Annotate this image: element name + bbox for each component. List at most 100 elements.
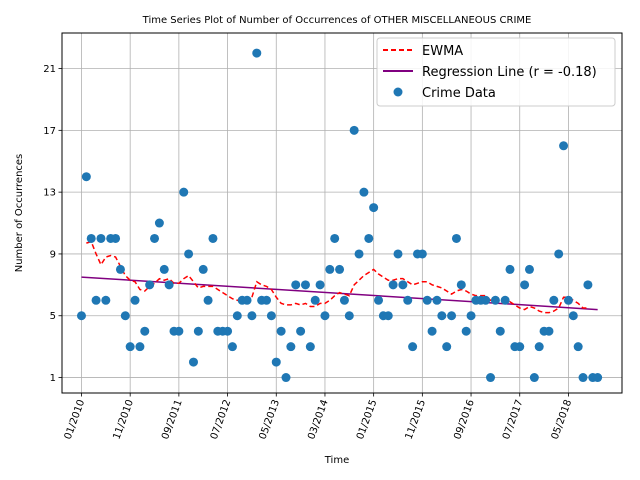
data-point [252,48,262,58]
data-point [505,264,515,274]
data-point [188,357,198,367]
data-point [203,295,213,305]
data-point [422,295,432,305]
data-point [486,373,496,383]
data-point [349,125,359,135]
data-point [281,373,291,383]
data-point [408,342,418,352]
data-point [325,264,335,274]
data-point [174,326,184,336]
data-point [563,295,573,305]
data-point [359,187,369,197]
data-point [573,342,583,352]
data-point [135,342,145,352]
data-point [179,187,189,197]
data-point [534,342,544,352]
data-point [86,233,96,243]
data-point [549,295,559,305]
data-point [130,295,140,305]
data-point [125,342,135,352]
data-point [388,280,398,290]
legend-scatter-label: Crime Data [422,86,496,101]
data-point [266,311,276,321]
data-point [193,326,203,336]
data-point [500,295,510,305]
y-tick-label: 17 [43,126,56,137]
scatter-layer [76,48,603,383]
data-point [432,295,442,305]
data-point [310,295,320,305]
data-point [315,280,325,290]
y-tick-label: 9 [50,249,56,260]
data-point [159,264,169,274]
y-tick-label: 5 [50,311,56,322]
legend: EWMA Regression Line (r = -0.18) Crime D… [376,37,616,107]
y-axis-title: Number of Occurrences [14,154,25,273]
data-point [276,326,286,336]
legend-scatter-swatch [393,87,403,97]
data-point [578,373,588,383]
data-point [140,326,150,336]
data-point [529,373,539,383]
data-point [271,357,281,367]
data-point [554,249,564,259]
data-point [520,280,530,290]
data-point [583,280,593,290]
data-point [111,233,121,243]
data-point [150,233,160,243]
data-point [227,342,237,352]
data-point [208,233,218,243]
legend-ewma-label: EWMA [422,44,463,59]
data-point [442,342,452,352]
data-point [115,264,125,274]
data-point [515,342,525,352]
data-point [335,264,345,274]
data-point [490,295,500,305]
data-point [383,311,393,321]
y-tick-label: 1 [50,373,56,384]
data-point [451,233,461,243]
data-point [417,249,427,259]
data-point [481,295,491,305]
data-point [544,326,554,336]
legend-regression-label: Regression Line (r = -0.18) [422,65,597,80]
data-point [247,311,257,321]
data-point [559,141,569,151]
data-point [456,280,466,290]
data-point [398,280,408,290]
data-point [184,249,194,259]
data-point [403,295,413,305]
data-point [568,311,578,321]
data-point [242,295,252,305]
data-point [524,264,534,274]
data-point [369,203,379,213]
chart-title: Time Series Plot of Number of Occurrence… [142,15,532,26]
data-point [364,233,374,243]
y-axis-ticks: 1 5 9 13 17 21 [43,64,62,384]
data-point [223,326,233,336]
data-point [154,218,164,228]
data-point [374,295,384,305]
legend-box [376,37,616,107]
data-point [339,295,349,305]
data-point [466,311,476,321]
data-point [320,311,330,321]
data-point [593,373,603,383]
data-point [354,249,364,259]
data-point [81,172,91,182]
data-point [300,280,310,290]
y-tick-label: 21 [43,64,56,75]
data-point [296,326,306,336]
data-point [305,342,315,352]
data-point [91,295,101,305]
data-point [461,326,471,336]
data-point [101,295,111,305]
data-point [262,295,272,305]
data-point [344,311,354,321]
data-point [164,280,174,290]
data-point [120,311,130,321]
data-point [437,311,447,321]
data-point [291,280,301,290]
x-axis-title: Time [324,455,349,466]
